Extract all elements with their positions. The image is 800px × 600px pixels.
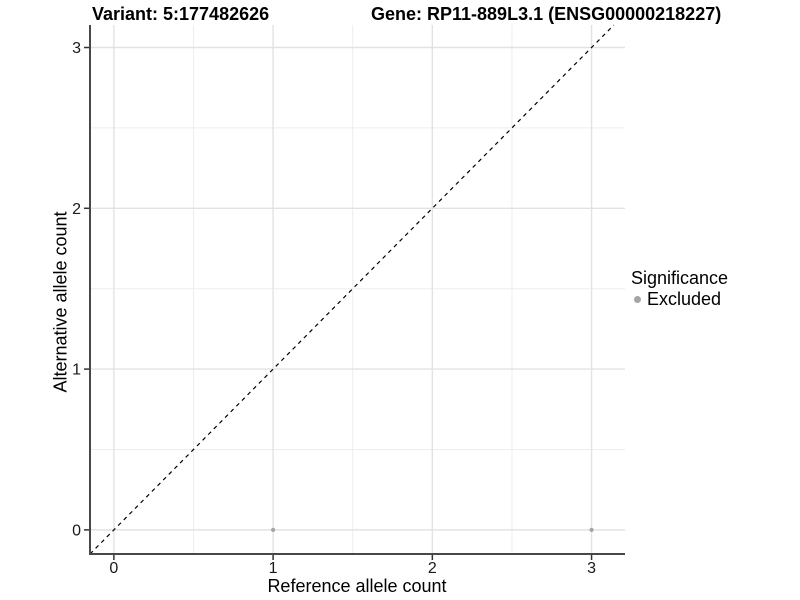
x-axis-label: Reference allele count <box>267 576 447 596</box>
x-tick-label: 0 <box>109 560 118 577</box>
excluded-point-icon <box>634 295 641 303</box>
legend-item-label: Excluded <box>647 289 722 309</box>
plot-title-variant: Variant: 5:177482626 <box>92 4 270 24</box>
y-tick-label: 2 <box>72 201 81 218</box>
y-tick-label: 0 <box>72 522 81 539</box>
legend-item-excluded: Excluded <box>631 289 728 309</box>
x-tick-label: 1 <box>269 560 278 577</box>
x-tick-label: 3 <box>587 560 596 577</box>
data-point <box>271 527 276 532</box>
plot-title-gene: Gene: RP11-889L3.1 (ENSG00000218227) <box>371 4 722 24</box>
identity-line <box>89 24 615 555</box>
legend-title: Significance <box>631 268 729 288</box>
data-point <box>589 527 594 532</box>
y-tick-label: 3 <box>72 40 81 57</box>
y-tick-label: 1 <box>72 362 81 379</box>
x-tick-label: 2 <box>428 560 437 577</box>
legend: Significance Excluded <box>631 268 728 309</box>
